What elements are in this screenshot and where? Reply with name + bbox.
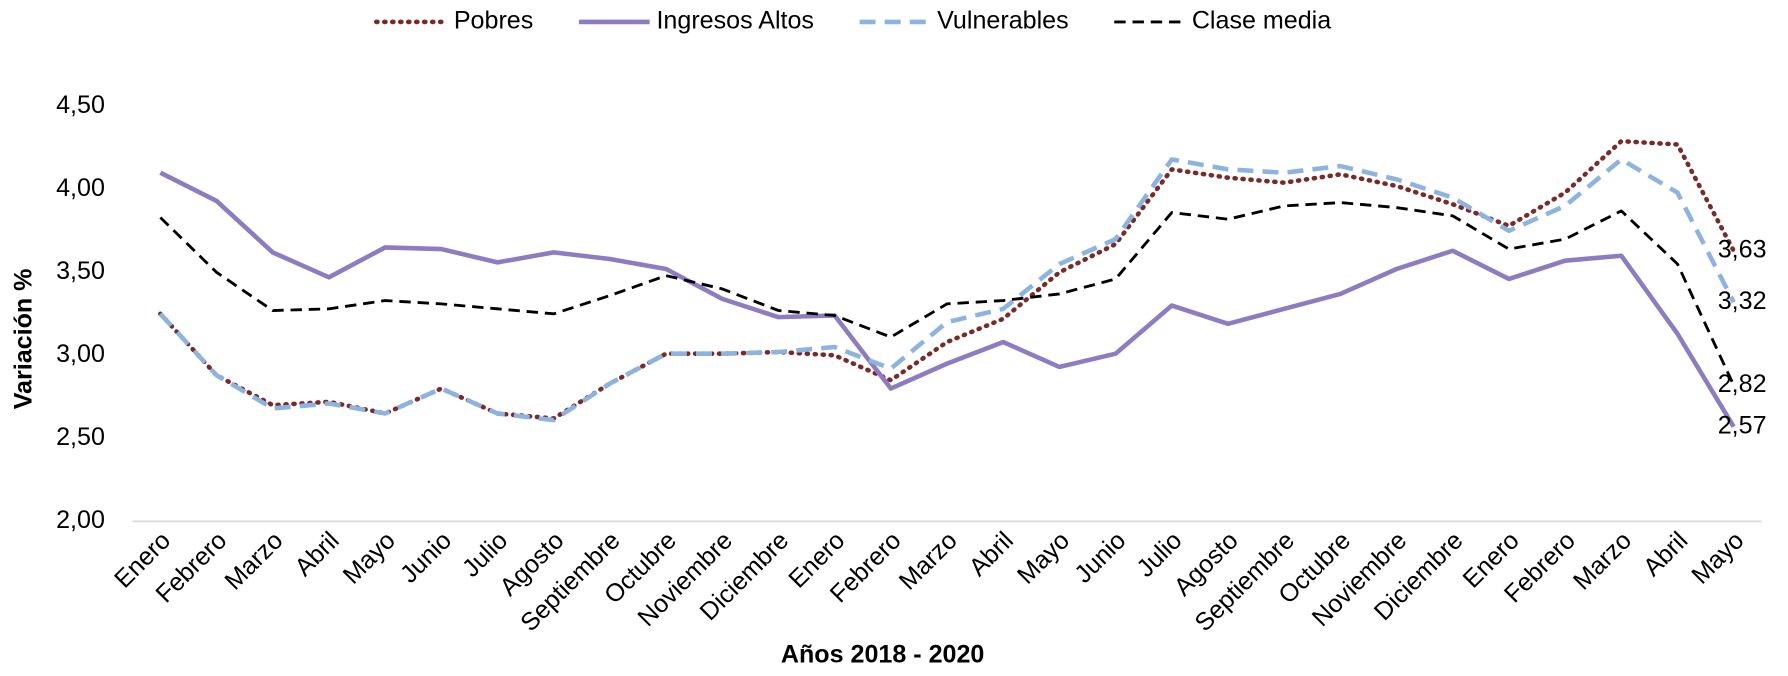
legend-label: Ingresos Altos [656,7,814,35]
series-line [159,170,1736,428]
x-tick-label: Marzo [219,526,288,595]
y-tick-label: 4,00 [56,174,105,202]
series-line [158,138,1736,421]
x-tick-label: Junio [395,526,457,588]
x-tick-label: Abril [1638,526,1693,581]
data-label: 3,63 [1718,235,1767,263]
y-tick-label: 2,00 [56,506,105,534]
x-tick-label: Abril [289,526,344,581]
series-line [159,201,1735,386]
x-tick-label: Abril [964,526,1019,581]
x-axis-title: Años 2018 - 2020 [781,641,985,669]
x-tick-label: Marzo [1568,526,1637,595]
series-line [158,157,1736,423]
data-label: 2,57 [1718,411,1767,439]
x-tick-label: Junio [1069,526,1131,588]
x-tick-label: Mayo [338,526,401,589]
y-tick-label: 2,50 [56,423,105,451]
legend-label: Clase media [1192,7,1331,35]
y-tick-label: 4,50 [56,91,105,119]
y-tick-label: 3,00 [56,340,105,368]
legend-label: Vulnerables [937,7,1069,35]
legend-label: Pobres [454,7,533,35]
x-tick-label: Mayo [1686,526,1749,589]
x-tick-label: Mayo [1012,526,1075,589]
data-label: 3,32 [1718,287,1767,315]
data-label: 2,82 [1718,370,1767,398]
x-tick-label: Marzo [894,526,963,595]
y-tick-label: 3,50 [56,257,105,285]
y-axis-title: Variación % [10,269,38,410]
